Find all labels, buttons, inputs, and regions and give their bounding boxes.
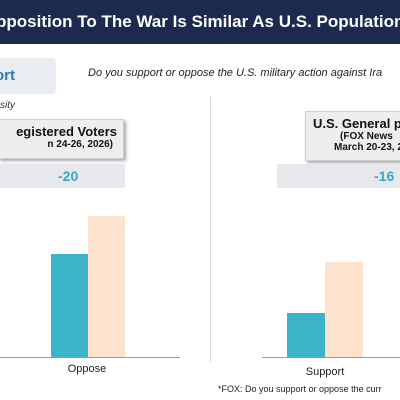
chart2-bar-oppose [325,262,363,357]
chart2-bar-support [287,313,325,357]
right-poll-box: U.S. General po (FOX News March 20-23, 2 [305,111,400,161]
chart1-bar-oppose [88,216,125,357]
section-tag-label: ort [0,67,15,84]
right-chart-baseline [262,357,400,358]
right-net-value: -16 [374,168,395,184]
panel-divider [210,97,211,362]
right-poll-name: U.S. General po [313,116,400,131]
sample-note: sity [0,100,15,111]
left-net-strip: -20 [0,164,125,188]
chart1-bar-support [51,254,88,357]
section-tag: ort [0,58,56,94]
left-chart-baseline [0,357,180,358]
left-poll-box: egistered Voters n 24-26, 2026) [0,119,124,159]
page-title: pposition To The War Is Similar As U.S. … [0,12,400,31]
left-net-value: -20 [58,168,79,184]
chart2-category-label: Support [305,366,345,378]
chart1-category-label: Oppose [67,363,107,375]
right-poll-source: (FOX News [340,131,393,142]
title-banner: pposition To The War Is Similar As U.S. … [0,0,400,44]
right-poll-dates: March 20-23, 2 [334,142,400,153]
footnote: *FOX: Do you support or oppose the curr [218,384,382,394]
left-poll-dates: n 24-26, 2026) [47,139,113,150]
survey-question: Do you support or oppose the U.S. milita… [88,67,383,79]
right-net-strip: -16 [277,164,400,188]
left-poll-name: egistered Voters [16,124,117,139]
